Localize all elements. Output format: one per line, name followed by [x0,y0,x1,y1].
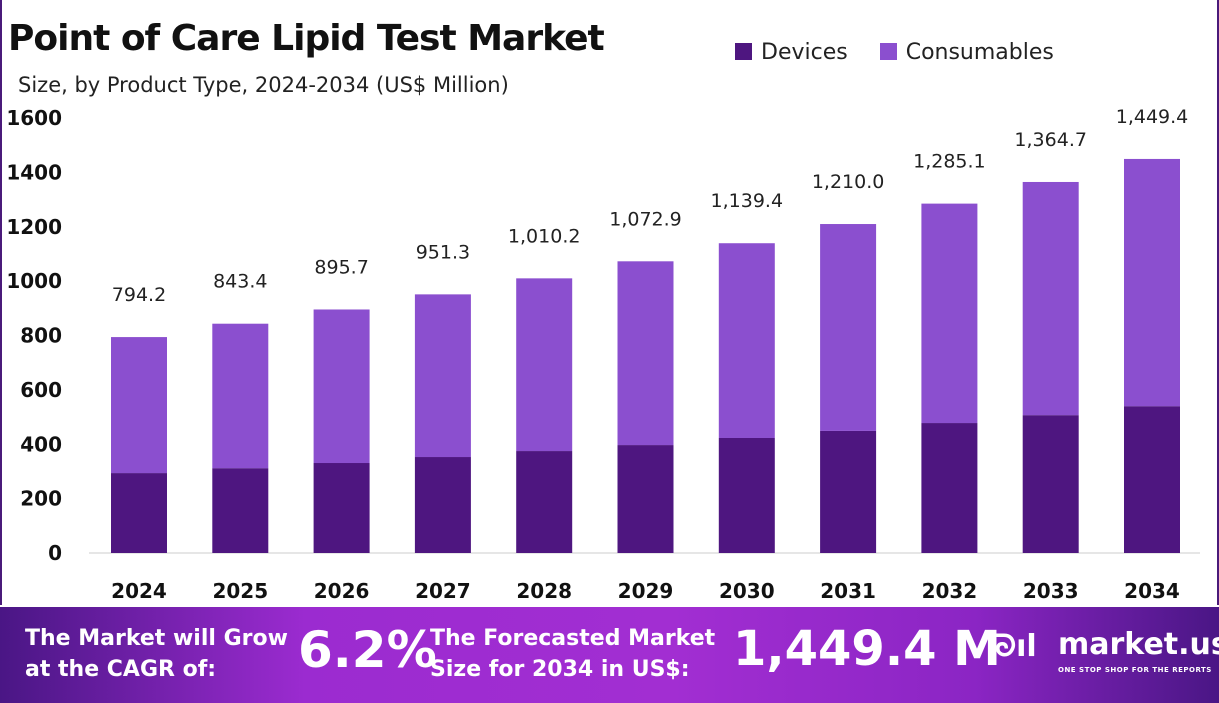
bar-consumables [617,261,674,446]
bar-consumables [414,294,471,458]
y-tick-label: 1200 [6,215,62,239]
legend-swatch-devices [735,43,752,60]
cagr-label: The Market will Grow at the CAGR of: [25,623,288,685]
x-tick-label: 2030 [719,579,775,603]
bar-devices [820,430,877,553]
cagr-label-line: The Market will Grow [25,626,288,651]
size-value: 1,449.4 M [733,621,1001,677]
total-label: 794.2 [112,284,166,306]
legend-devices: Devices [735,40,848,65]
x-tick-label: 2026 [314,579,370,603]
bar-devices [921,423,978,553]
y-tick-label: 400 [20,432,62,456]
chart-subtitle: Size, by Product Type, 2024-2034 (US$ Mi… [18,73,509,97]
bar-consumables [820,224,877,431]
y-tick-label: 600 [20,378,62,402]
total-label: 1,364.7 [1014,129,1087,151]
chart-title: Point of Care Lipid Test Market [8,18,605,59]
total-label: 843.4 [213,271,267,293]
x-tick-label: 2027 [415,579,471,603]
bar-devices [212,468,269,553]
chart-frame [0,0,1219,605]
bar-consumables [111,337,167,474]
bar-consumables [313,309,370,464]
x-tick-label: 2024 [111,579,167,603]
brand-tagline: ONE STOP SHOP FOR THE REPORTS [1058,666,1212,674]
legend-swatch-consumables [879,43,897,60]
total-label: 1,285.1 [913,151,986,173]
x-tick-label: 2031 [820,579,876,603]
bar-consumables [212,323,269,469]
size-label: The Forecasted Market Size for 2034 in US… [430,623,715,685]
total-label: 1,210.0 [812,171,885,193]
bar-consumables [718,243,775,438]
size-label-line: The Forecasted Market [430,626,716,651]
bar-devices [111,473,167,553]
bar-devices [718,437,775,553]
total-label: 1,139.4 [711,190,784,212]
y-tick-label: 1600 [6,106,62,130]
y-tick-label: 0 [48,541,62,565]
y-tick-label: 1000 [6,269,62,293]
y-tick-label: 1400 [6,160,62,184]
total-label: 951.3 [416,241,470,263]
bar-consumables [1124,158,1180,407]
market-us-logo-icon: ᘐıl [995,629,1037,664]
x-tick-label: 2034 [1124,579,1180,603]
bar-devices [516,451,573,553]
legend-label: Devices [761,40,848,65]
bar-consumables [516,278,573,452]
bar-devices [313,463,370,553]
footer-banner: The Market will Grow at the CAGR of: 6.2%… [0,607,1219,703]
total-label: 1,449.4 [1116,106,1189,128]
bar-devices [414,457,471,553]
cagr-label-line: at the CAGR of: [25,657,217,682]
x-tick-label: 2028 [516,579,572,603]
bar-devices [1022,415,1079,553]
legend-label: Consumables [905,40,1054,65]
x-tick-label: 2029 [618,579,674,603]
cagr-value: 6.2% [298,621,437,679]
total-label: 1,072.9 [609,208,682,230]
x-tick-label: 2025 [212,579,268,603]
bar-consumables [921,203,978,424]
bar-devices [1124,406,1180,553]
bar-consumables [1022,181,1079,416]
brand-name: market.us [1058,627,1219,662]
chart-plot: 0 200 400 600 800 1000 1200 1400 1600 794.2 2024 84… [6,106,1200,603]
legend-consumables: Consumables [879,40,1054,65]
x-tick-label: 2033 [1023,579,1079,603]
size-label-line: Size for 2034 in US$: [430,657,690,682]
y-tick-label: 200 [20,487,62,511]
x-tick-label: 2032 [922,579,978,603]
total-label: 1,010.2 [508,225,581,247]
total-label: 895.7 [314,256,368,278]
legend: Devices Consumables [735,40,1054,65]
y-tick-label: 800 [20,324,62,348]
bar-devices [617,445,674,553]
